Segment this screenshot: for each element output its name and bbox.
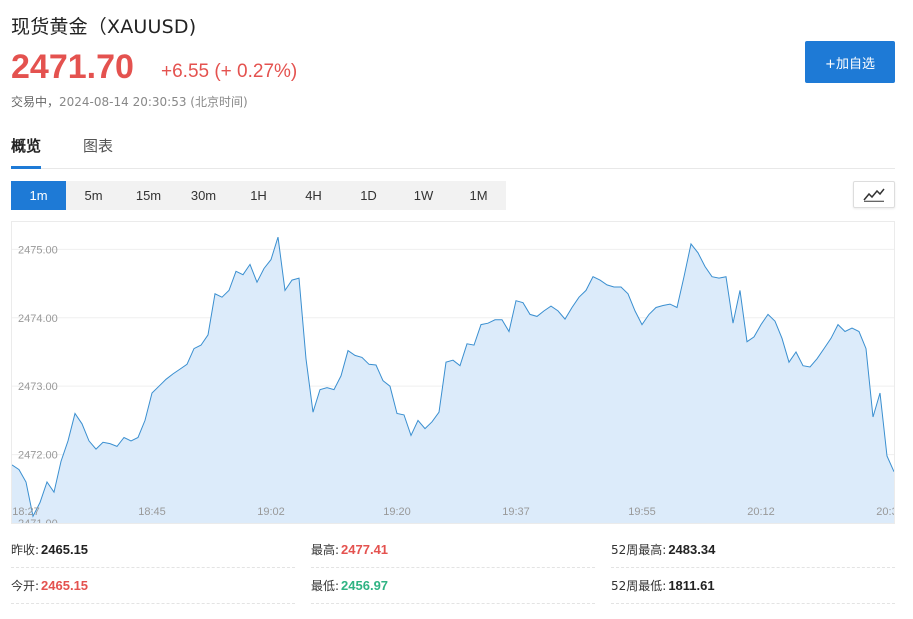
page-title: 现货黄金（XAUUSD) (11, 16, 197, 38)
chart-canvas: 2475.00 2474.00 2473.00 2472.00 2471.0018:27… (12, 236, 894, 523)
stat-label: 最高: (311, 543, 340, 557)
period-15m[interactable]: 15m (135, 188, 162, 203)
line-chart-icon (863, 188, 885, 202)
tab-bar: 概览 图表 (11, 135, 895, 169)
period-1d[interactable]: 1D (360, 188, 377, 203)
stat-52w-high: 52周最高: 2483.34 (611, 532, 895, 568)
period-1mo[interactable]: 1M (469, 188, 488, 203)
stat-value: 2465.15 (41, 542, 89, 557)
x-tick-label: 18:45 (138, 506, 166, 518)
y-tick-label: 2474.00 (18, 313, 58, 325)
y-tick-label: 2472.00 (18, 450, 58, 462)
stat-value: 2456.97 (341, 578, 389, 593)
period-4h[interactable]: 4H (305, 188, 322, 203)
price-area (12, 237, 894, 523)
stat-label: 52周最低: (611, 579, 667, 593)
price-change: +6.55 (+ 0.27%) (161, 61, 298, 82)
stat-value: 2483.34 (668, 542, 716, 557)
stat-label: 52周最高: (611, 543, 667, 557)
x-tick-label: 19:02 (257, 506, 285, 518)
period-1m[interactable]: 1m (11, 181, 66, 210)
x-tick-label: 20:3 (876, 506, 894, 518)
period-1h[interactable]: 1H (250, 188, 267, 203)
chart-type-toggle[interactable] (853, 181, 895, 208)
stat-low: 最低: 2456.97 (311, 568, 595, 604)
trading-status: 交易中，2024-08-14 20:30:53 (北京时间) (11, 93, 248, 110)
y-tick-label: 2473.00 (18, 381, 58, 393)
stat-label: 最低: (311, 579, 340, 593)
stat-label: 今开: (11, 579, 40, 593)
period-5m[interactable]: 5m (84, 188, 103, 203)
period-1w[interactable]: 1W (413, 188, 434, 203)
x-tick-label: 19:37 (502, 506, 530, 518)
add-watchlist-button[interactable]: +加自选 (805, 41, 895, 83)
timestamp: 2024-08-14 20:30:53 (北京时间) (59, 95, 248, 109)
tab-chart[interactable]: 图表 (83, 137, 114, 155)
x-tick-label: 20:12 (747, 506, 775, 518)
period-selector: 1m 5m 15m 30m 1H 4H 1D 1W 1M (11, 181, 506, 210)
x-tick-label: 19:20 (383, 506, 411, 518)
x-tick-label: 18:27 (12, 506, 40, 518)
current-price: 2471.70 (11, 48, 134, 86)
stat-52w-low: 52周最低: 1811.61 (611, 568, 895, 604)
stat-high: 最高: 2477.41 (311, 532, 595, 568)
period-30m[interactable]: 30m (190, 188, 217, 203)
y-tick-label: 2475.00 (18, 244, 58, 256)
tab-overview[interactable]: 概览 (11, 135, 42, 169)
stat-label: 昨收: (11, 543, 40, 557)
price-chart[interactable]: 2475.00 2474.00 2473.00 2472.00 2471.0018:27… (11, 221, 895, 524)
y-tick-label: 2471.00 (18, 518, 58, 523)
stat-value: 1811.61 (668, 578, 715, 593)
stat-value: 2477.41 (341, 542, 389, 557)
stat-prev-close: 昨收: 2465.15 (11, 532, 295, 568)
x-tick-label: 19:55 (628, 506, 656, 518)
trading-status-label: 交易中， (11, 95, 60, 109)
stat-open: 今开: 2465.15 (11, 568, 295, 604)
stat-value: 2465.15 (41, 578, 89, 593)
price-line (12, 236, 894, 518)
